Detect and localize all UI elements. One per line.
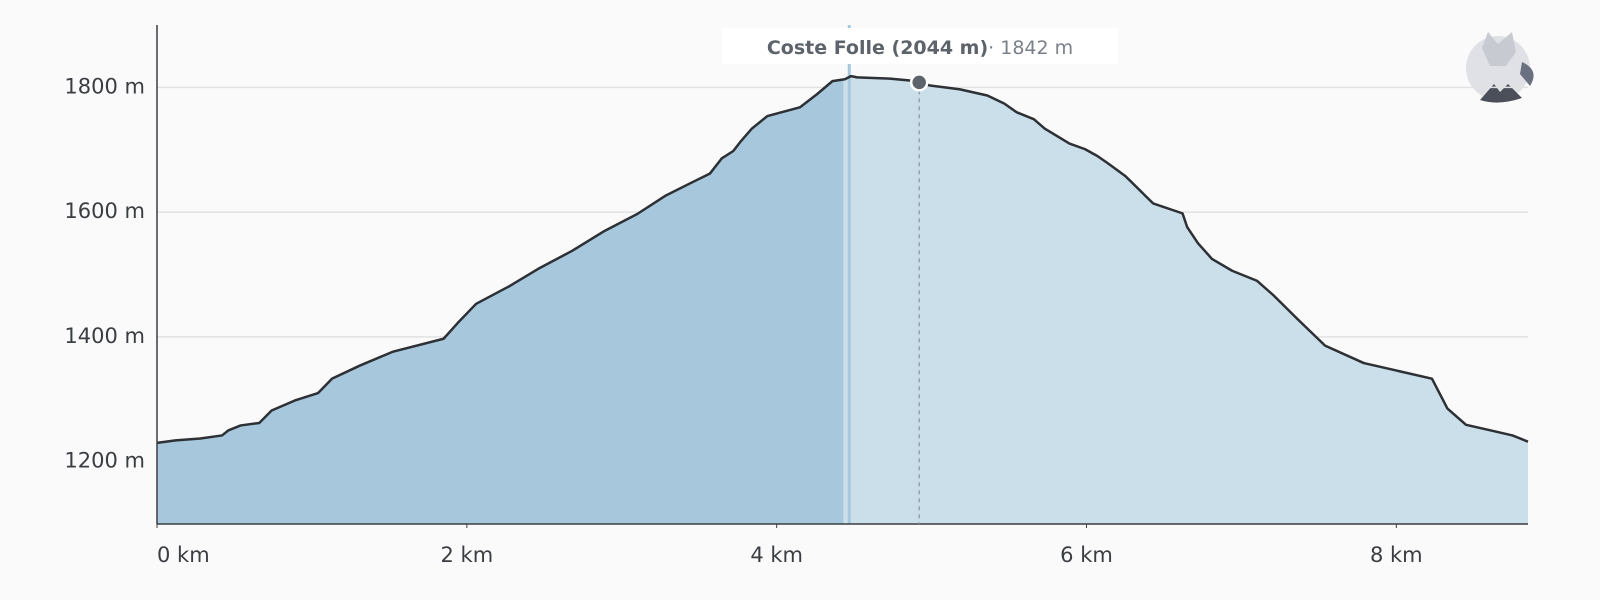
logo bbox=[1466, 32, 1534, 103]
x-tick-label: 6 km bbox=[1060, 543, 1113, 567]
x-tick-label: 0 km bbox=[157, 543, 210, 567]
x-tick-label: 2 km bbox=[441, 543, 494, 567]
tooltip-value: · 1842 m bbox=[988, 37, 1073, 59]
y-tick-label: 1600 m bbox=[64, 199, 145, 223]
x-tick-label: 8 km bbox=[1370, 543, 1423, 567]
x-tick-label: 4 km bbox=[750, 543, 803, 567]
highlight-area bbox=[157, 79, 844, 524]
y-tick-label: 1200 m bbox=[64, 449, 145, 473]
y-tick-label: 1800 m bbox=[64, 74, 145, 98]
elevation-line bbox=[156, 74, 1529, 445]
tooltip-title: Coste Folle (2044 m) bbox=[767, 37, 988, 59]
hover-marker bbox=[909, 73, 929, 92]
tooltip-box bbox=[722, 28, 1118, 64]
tooltip: Coste Folle (2044 m)· 1842 m bbox=[767, 37, 1073, 59]
y-tick-label: 1400 m bbox=[64, 324, 145, 348]
